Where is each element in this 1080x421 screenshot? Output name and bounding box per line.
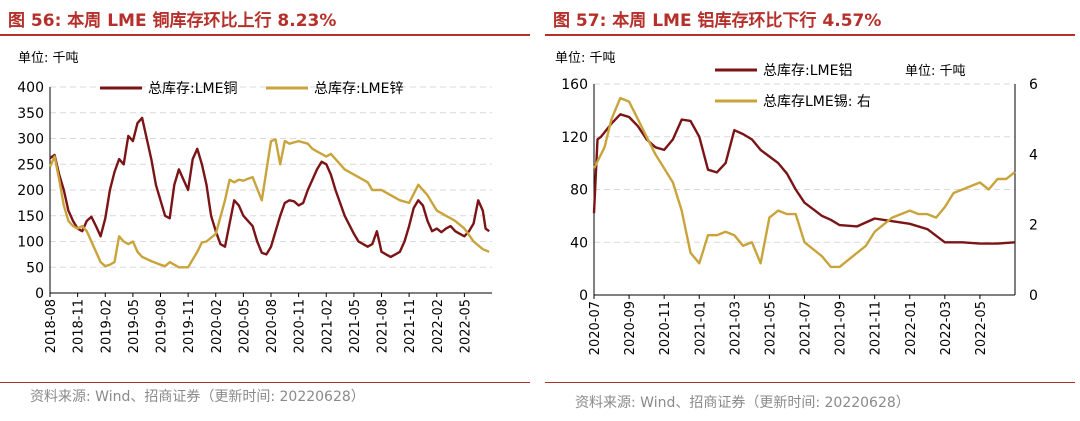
x-tick-label: 2018-11	[72, 299, 87, 353]
chart-copper-zinc-inventory: 单位: 千吨 0 50 100 150 200 250 300 350 400 2018-08 201…	[17, 51, 492, 353]
legend-label-1: 总库存:LME锌	[314, 81, 403, 97]
title-rule	[0, 34, 530, 36]
y-tick-label: 0	[579, 288, 588, 304]
x-tick-label: 2021-05	[763, 301, 778, 355]
x-tick-label: 2020-11	[658, 301, 673, 355]
x-tick-label: 2021-09	[834, 301, 849, 355]
y-tick-label: 0	[35, 286, 44, 302]
y-tick-label: 200	[17, 183, 44, 199]
y-tick-label: 80	[570, 183, 588, 199]
y-tick-label: 150	[17, 209, 44, 225]
y2-axis-unit-label: 单位: 千吨	[905, 64, 966, 79]
x-tick-label: 2021-05	[348, 299, 363, 353]
y-tick-label: 100	[17, 235, 44, 251]
y-axis-unit-label: 单位: 千吨	[18, 51, 79, 66]
y-tick-label: 50	[26, 260, 44, 276]
x-tick-label: 2020-08	[265, 299, 280, 353]
chart-panel-aluminum-tin: 图 57: 本周 LME 铝库存环比下行 4.57% 单位: 千吨 单位: 千吨 0…	[545, 0, 1075, 421]
series-line-1	[592, 96, 1016, 269]
source-note: 资料来源: Wind、招商证券（更新时间: 20220628）	[575, 395, 910, 411]
x-tick-label: 2021-02	[320, 299, 335, 353]
legend-label-0: 总库存:LME铜	[148, 81, 237, 97]
x-tick-label: 2020-09	[623, 301, 638, 355]
x-tick-label: 2022-05	[974, 301, 989, 355]
x-tick-label: 2020-02	[210, 299, 225, 353]
x-tick-label: 2019-05	[127, 299, 142, 353]
x-tick-label: 2022-02	[431, 299, 446, 353]
x-tick-label: 2021-11	[869, 301, 884, 355]
x-tick-label: 2020-11	[293, 299, 308, 353]
y-tick-label: 350	[17, 106, 44, 122]
x-tick-label: 2022-01	[904, 301, 919, 355]
bottom-rule	[0, 382, 530, 383]
y-axis-unit-label: 单位: 千吨	[555, 51, 616, 66]
x-tick-label: 2018-08	[44, 299, 59, 353]
series-line-1	[48, 138, 490, 269]
title-rule	[545, 34, 1075, 36]
x-tick-label: 2019-08	[155, 299, 170, 353]
y2-tick-label: 2	[1029, 218, 1038, 234]
y-tick-label: 300	[17, 132, 44, 148]
y-tick-label: 40	[570, 235, 588, 251]
x-tick-label: 2020-07	[588, 301, 603, 355]
x-tick-label: 2022-03	[939, 301, 954, 355]
y-tick-label: 250	[17, 157, 44, 173]
y2-tick-label: 6	[1029, 77, 1038, 93]
x-tick-label: 2021-01	[693, 301, 708, 355]
x-tick-label: 2022-05	[458, 299, 473, 353]
x-tick-label: 2021-11	[403, 299, 418, 353]
y-tick-label: 120	[561, 130, 588, 146]
legend-label-0: 总库存:LME铝	[763, 63, 852, 79]
x-tick-label: 2020-05	[237, 299, 252, 353]
x-tick-label: 2019-11	[182, 299, 197, 353]
series-line-0	[49, 116, 490, 259]
y-tick-label: 400	[17, 80, 44, 96]
chart-panel-copper-zinc: 图 56: 本周 LME 铜库存环比上行 8.23% 单位: 千吨 0 50 100 1…	[0, 0, 530, 421]
bottom-rule	[545, 382, 1075, 383]
y-tick-label: 160	[561, 77, 588, 93]
x-tick-label: 2019-02	[99, 299, 114, 353]
source-note: 资料来源: Wind、招商证券（更新时间: 20220628）	[30, 389, 365, 405]
y2-tick-label: 0	[1029, 288, 1038, 304]
figure-title: 图 57: 本周 LME 铝库存环比下行 4.57%	[553, 11, 882, 31]
y2-tick-label: 4	[1029, 147, 1038, 163]
x-tick-label: 2021-08	[376, 299, 391, 353]
legend-label-1: 总库存LME锡: 右	[763, 94, 871, 110]
series-line-0	[592, 113, 1016, 245]
x-tick-label: 2021-03	[728, 301, 743, 355]
figure-title: 图 56: 本周 LME 铜库存环比上行 8.23%	[8, 11, 337, 31]
x-tick-label: 2021-07	[799, 301, 814, 355]
